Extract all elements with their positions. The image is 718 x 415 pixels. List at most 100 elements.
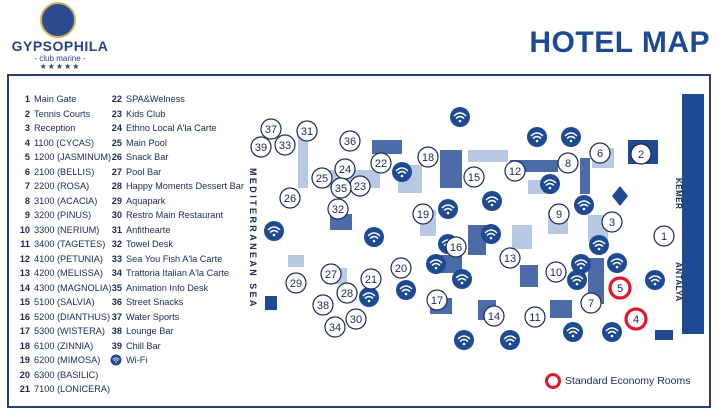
legend-label: SPA&Welness — [126, 94, 185, 104]
antalya-label: ANTALYA — [674, 262, 683, 302]
legend-label: 1100 (CYCAS) — [34, 137, 95, 148]
map-marker-25[interactable]: 25 — [311, 167, 333, 189]
legend-item: 15 5100 (SALVIA) — [16, 295, 112, 310]
legend-number: 17 — [19, 326, 30, 336]
legend-number: 20 — [19, 369, 30, 380]
wifi-icon — [481, 190, 503, 212]
hotel-logo: GYPSOPHILA - club marine - ★★★★★ — [8, 2, 112, 72]
standard-economy-legend: Standard Economy Rooms — [545, 373, 690, 389]
legend-number: 26 — [111, 152, 122, 162]
building-footprints — [265, 94, 704, 340]
legend-item: 5 1200 (JASMINUM) — [16, 150, 112, 165]
map-marker-7[interactable]: 7 — [580, 292, 602, 314]
legend-item: 24 Ethno Local A'la Carte — [110, 121, 244, 136]
legend-label: Chill Bar — [126, 340, 161, 351]
map-marker-36[interactable]: 36 — [339, 130, 361, 152]
marker-circle — [548, 203, 570, 225]
legend-item: 30 Restro Main Restaurant — [110, 208, 244, 223]
legend-number: 7 — [24, 181, 30, 191]
legend-label: 5300 (WISTERA) — [34, 326, 105, 336]
map-marker-31[interactable]: 31 — [296, 120, 318, 142]
legend-item: 31 Anfithearte — [110, 223, 244, 238]
map-marker-15[interactable]: 15 — [463, 166, 485, 188]
map-marker-34[interactable]: 34 — [324, 316, 346, 338]
map-marker-8[interactable]: 8 — [557, 152, 579, 174]
page-title: HOTEL MAP — [529, 26, 710, 59]
legend-item: 12 4100 (PETUNIA) — [16, 252, 112, 267]
legend-label: 4100 (PETUNIA) — [34, 253, 103, 264]
legend-label: Restro Main Restaurant — [126, 210, 224, 220]
marker-circle — [260, 118, 282, 140]
map-marker-32[interactable]: 32 — [327, 198, 349, 220]
map-marker-3[interactable]: 3 — [601, 211, 623, 233]
legend-item: 29 Aquapark — [110, 194, 244, 209]
marker-number: 5 — [617, 283, 623, 295]
wifi-icon — [395, 279, 417, 301]
legend-column-2: 22 SPA&Welness 23 Kids Club 24 Ethno Local A'… — [110, 92, 244, 371]
legend-number: 32 — [111, 239, 122, 249]
map-marker-11[interactable]: 11 — [524, 306, 546, 328]
map-marker-19[interactable]: 19 — [412, 203, 434, 225]
legend-number: 10 — [19, 224, 30, 235]
map-marker-39[interactable]: 39 — [250, 136, 272, 158]
map-marker-4[interactable]: 4 — [624, 307, 648, 331]
marker-number: 7 — [588, 298, 594, 310]
map-marker-26[interactable]: 26 — [279, 187, 301, 209]
map-marker-24[interactable]: 24 — [334, 158, 356, 180]
sea-label: MEDITERRANEAN SEA — [248, 168, 258, 309]
legend-item: 11 3400 (TAGETES) — [16, 237, 112, 252]
legend-item-wifi: Wi-Fi — [110, 353, 147, 368]
wifi-icon — [601, 321, 623, 343]
map-marker-5[interactable]: 5 — [608, 276, 632, 300]
marker-circle — [324, 316, 346, 338]
legend-number: 29 — [111, 195, 122, 206]
map-marker-10[interactable]: 10 — [545, 261, 567, 283]
brand-name: GYPSOPHILA — [11, 38, 109, 54]
map-marker-1[interactable]: 1 — [653, 225, 675, 247]
legend-item: 27 Pool Bar — [110, 165, 244, 180]
map-marker-20[interactable]: 20 — [390, 257, 412, 279]
wifi-icon — [480, 223, 502, 245]
wifi-icon — [573, 194, 595, 216]
map-marker-9[interactable]: 9 — [548, 203, 570, 225]
marker-circle — [370, 152, 392, 174]
marker-circle — [250, 136, 272, 158]
logo-seal-icon — [40, 2, 76, 38]
map-marker-30[interactable]: 30 — [345, 308, 367, 330]
map-marker-6[interactable]: 6 — [589, 142, 611, 164]
legend-number: 5 — [24, 152, 30, 162]
legend-number: 12 — [19, 253, 30, 264]
legend-number: 25 — [111, 137, 122, 148]
map-marker-14[interactable]: 14 — [483, 305, 505, 327]
map-marker-2[interactable]: 2 — [630, 143, 652, 165]
marker-number: 3 — [609, 217, 615, 229]
legend-item: 38 Lounge Bar — [110, 324, 244, 339]
map-marker-21[interactable]: 21 — [360, 268, 382, 290]
map-marker-27[interactable]: 27 — [320, 263, 342, 285]
map-marker-16[interactable]: 16 — [445, 236, 467, 258]
legend-item: 28 Happy Moments Dessert Bar — [110, 179, 244, 194]
marker-circle — [499, 247, 521, 269]
marker-number: 13 — [504, 253, 516, 265]
marker-circle — [524, 306, 546, 328]
marker-circle — [653, 225, 675, 247]
map-marker-37[interactable]: 37 — [260, 118, 282, 140]
map-marker-28[interactable]: 28 — [336, 282, 358, 304]
legend-label: Main Pool — [126, 137, 167, 148]
marker-circle — [345, 308, 367, 330]
map-marker-35[interactable]: 35 — [330, 177, 352, 199]
map-marker-23[interactable]: 23 — [349, 175, 371, 197]
legend-number: 34 — [111, 268, 122, 278]
map-marker-13[interactable]: 13 — [499, 247, 521, 269]
map-marker-33[interactable]: 33 — [274, 134, 296, 156]
legend-number: 35 — [111, 282, 122, 293]
map-marker-29[interactable]: 29 — [285, 272, 307, 294]
map-marker-17[interactable]: 17 — [426, 289, 448, 311]
map-marker-22[interactable]: 22 — [370, 152, 392, 174]
brand-subtitle: - club marine - — [34, 54, 86, 63]
marker-circle — [279, 187, 301, 209]
marker-circle — [285, 272, 307, 294]
map-marker-18[interactable]: 18 — [417, 146, 439, 168]
map-marker-38[interactable]: 38 — [312, 294, 334, 316]
map-marker-12[interactable]: 12 — [504, 160, 526, 182]
